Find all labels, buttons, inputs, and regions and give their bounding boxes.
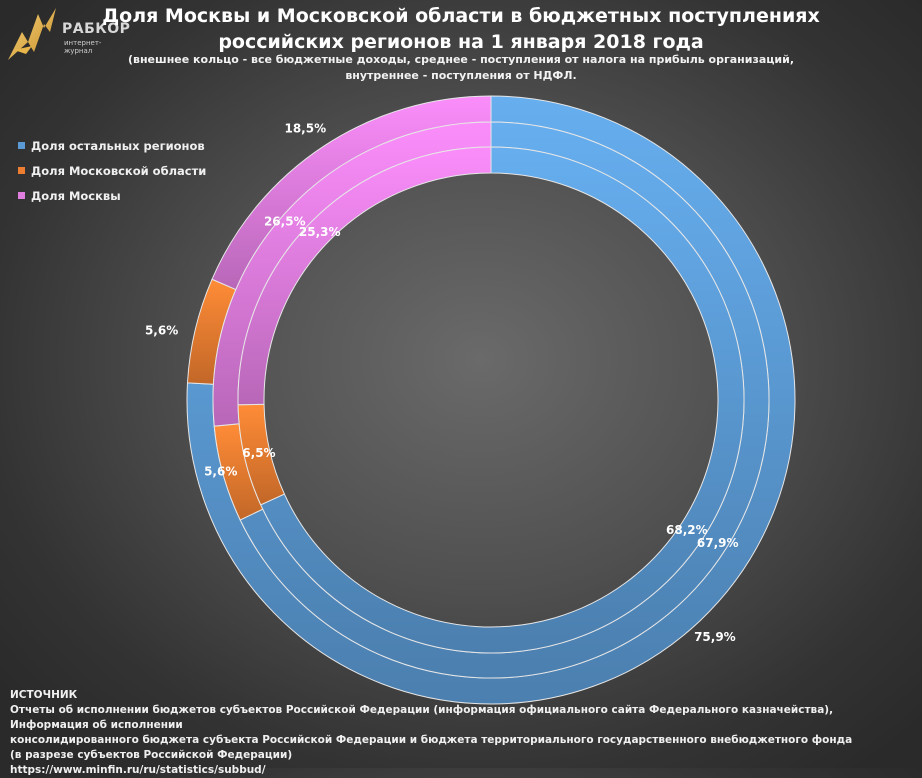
data-label-outer-moscow-oblast: 5,6% — [145, 323, 178, 337]
legend-label: Доля Московской области — [31, 163, 207, 178]
data-label-outer-other-regions: 75,9% — [694, 630, 736, 644]
data-label-inner-moscow-oblast: 6,5% — [242, 446, 275, 460]
data-label-middle-moscow: 26,5% — [264, 215, 306, 229]
chart-subtitle: (внешнее кольцо - все бюджетные доходы, … — [0, 52, 922, 84]
data-label-middle-moscow-oblast: 5,6% — [204, 465, 237, 479]
chart-subtitle-line-1: (внешнее кольцо - все бюджетные доходы, … — [127, 53, 795, 66]
chart-title: Доля Москвы и Московской области в бюдже… — [0, 3, 922, 55]
source-line-1: Отчеты об исполнении бюджетов субъектов … — [10, 704, 834, 731]
legend-item-moscow: Доля Москвы — [18, 183, 206, 208]
data-label-outer-moscow: 18,5% — [284, 122, 326, 136]
legend-item-moscow-oblast: Доля Московской области — [18, 158, 206, 183]
legend-swatch — [18, 192, 25, 199]
logo: РАБКОР интернет-журнал — [4, 2, 130, 62]
data-label-middle-other-regions: 67,9% — [697, 536, 739, 550]
chart-title-line-1: Доля Москвы и Московской области в бюдже… — [102, 5, 820, 27]
chart-title-line-2: российских регионов на 1 января 2018 год… — [218, 31, 704, 53]
legend-swatch — [18, 167, 25, 174]
source-line-3: (в разрезе субъектов Российской Федераци… — [10, 749, 293, 761]
chart-legend: Доля остальных регионов Доля Московской … — [18, 133, 206, 208]
legend-label: Доля Москвы — [31, 188, 121, 203]
data-label-inner-moscow: 25,3% — [299, 225, 341, 239]
source-heading: ИСТОЧНИК — [10, 689, 78, 701]
source-url[interactable]: https://www.minfin.ru/ru/statistics/subb… — [10, 764, 266, 776]
logo-name: РАБКОР — [62, 21, 131, 37]
logo-emblem-icon — [8, 8, 56, 60]
logo-subtitle: интернет-журнал — [64, 39, 102, 55]
legend-item-other-regions: Доля остальных регионов — [18, 133, 206, 158]
source-block: ИСТОЧНИК Отчеты об исполнении бюджетов с… — [10, 688, 910, 778]
legend-label: Доля остальных регионов — [31, 138, 205, 153]
slice-inner-other-regions — [260, 146, 745, 654]
chart-subtitle-line-2: внутреннее - поступления от НДФЛ. — [345, 69, 577, 82]
source-line-2: консолидированного бюджета субъекта Росс… — [10, 734, 853, 746]
legend-swatch — [18, 142, 25, 149]
data-label-inner-other-regions: 68,2% — [666, 523, 708, 537]
slice-inner-moscow — [237, 146, 492, 406]
